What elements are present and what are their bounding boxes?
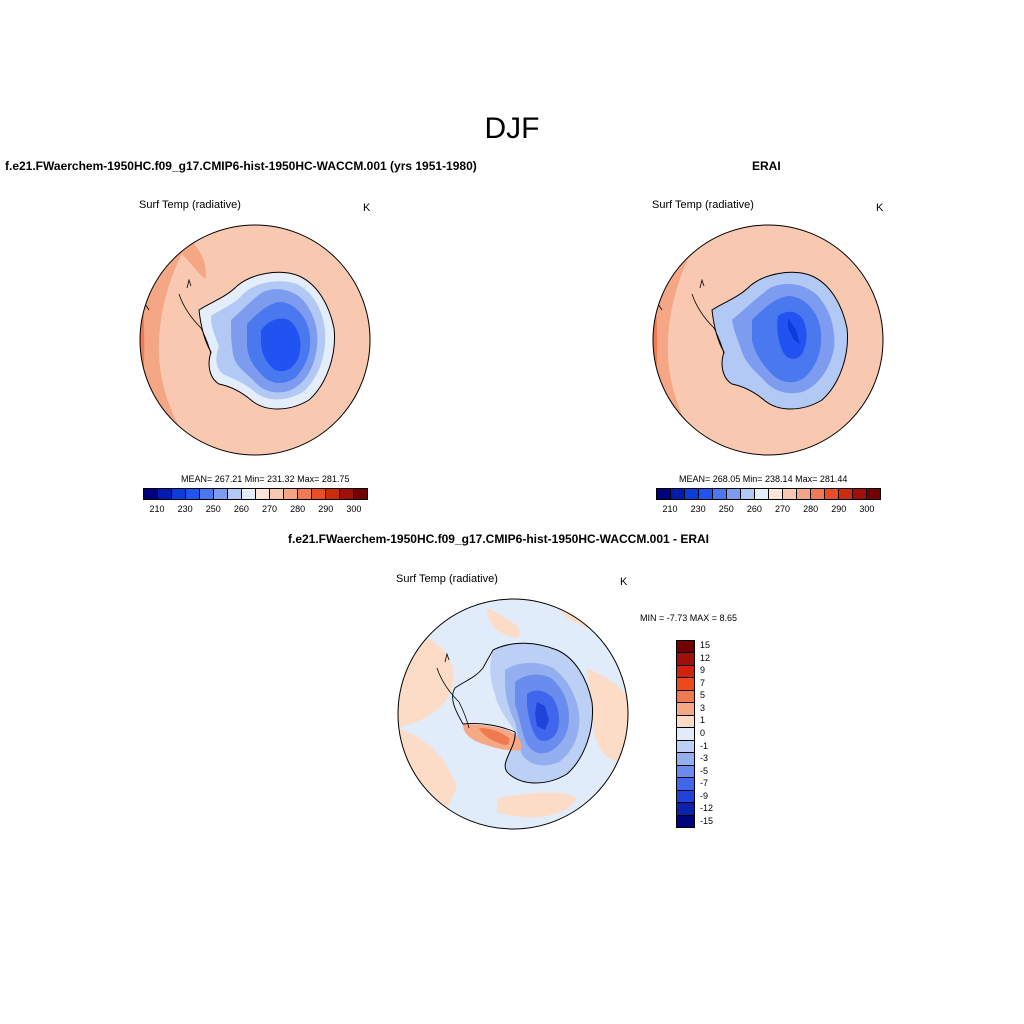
colorbar-tick-label: -7 xyxy=(700,778,709,789)
obs-units-label: K xyxy=(876,202,884,214)
colorbar-tick-label: 260 xyxy=(746,504,762,514)
colorbar-swatch xyxy=(677,690,694,704)
colorbar-tick-label: 250 xyxy=(205,504,221,514)
figure-title: DJF xyxy=(484,112,540,145)
model-colorbar xyxy=(143,488,368,500)
colorbar-tick-label: -9 xyxy=(700,790,709,801)
colorbar-swatch xyxy=(727,489,741,499)
colorbar-swatch xyxy=(755,489,769,499)
obs-variable-label: Surf Temp (radiative) xyxy=(652,199,754,211)
colorbar-tick-label: 15 xyxy=(700,640,711,651)
colorbar-tick-label: 260 xyxy=(233,504,249,514)
colorbar-swatch xyxy=(312,489,326,499)
colorbar-swatch xyxy=(256,489,270,499)
colorbar-swatch xyxy=(769,489,783,499)
colorbar-swatch xyxy=(172,489,186,499)
colorbar-tick-label: 7 xyxy=(700,677,706,688)
colorbar-swatch xyxy=(825,489,839,499)
colorbar-swatch xyxy=(797,489,811,499)
colorbar-swatch xyxy=(200,489,214,499)
colorbar-swatch xyxy=(677,715,694,729)
colorbar-tick-label: -1 xyxy=(700,740,709,751)
colorbar-swatch xyxy=(677,753,694,766)
colorbar-tick-label: -15 xyxy=(700,815,714,826)
colorbar-tick-label: -3 xyxy=(700,753,709,764)
model-polar-map xyxy=(139,224,371,456)
diff-polar-map xyxy=(397,598,629,830)
colorbar-swatch xyxy=(671,489,685,499)
colorbar-tick-label: 280 xyxy=(290,504,306,514)
colorbar-swatch xyxy=(298,489,312,499)
colorbar-tick-label: 230 xyxy=(690,504,706,514)
model-variable-label: Surf Temp (radiative) xyxy=(139,199,241,211)
colorbar-swatch xyxy=(677,790,694,804)
colorbar-tick-label: 210 xyxy=(149,504,165,514)
colorbar-tick-label: 9 xyxy=(700,665,706,676)
colorbar-tick-label: 230 xyxy=(177,504,193,514)
colorbar-tick-label: 290 xyxy=(831,504,847,514)
model-panel-title: f.e21.FWaerchem-1950HC.f09_g17.CMIP6-his… xyxy=(5,159,477,173)
colorbar-tick-label: 210 xyxy=(662,504,678,514)
colorbar-swatch xyxy=(783,489,797,499)
colorbar-tick-label: 270 xyxy=(262,504,278,514)
colorbar-tick-label: -5 xyxy=(700,765,709,776)
colorbar-swatch xyxy=(228,489,242,499)
colorbar-swatch xyxy=(741,489,755,499)
colorbar-swatch xyxy=(677,703,694,716)
colorbar-swatch xyxy=(677,678,694,691)
obs-panel-title: ERAI xyxy=(752,159,781,173)
colorbar-swatch xyxy=(677,728,694,741)
colorbar-swatch xyxy=(677,803,694,816)
colorbar-tick-label: 300 xyxy=(346,504,362,514)
colorbar-tick-label: 3 xyxy=(700,702,706,713)
colorbar-tick-label: 290 xyxy=(318,504,334,514)
obs-polar-map xyxy=(652,224,884,456)
colorbar-swatch xyxy=(242,489,256,499)
colorbar-swatch xyxy=(326,489,340,499)
colorbar-tick-label: 5 xyxy=(700,690,706,701)
colorbar-swatch xyxy=(867,489,880,499)
colorbar-tick-label: 270 xyxy=(775,504,791,514)
diff-panel-title: f.e21.FWaerchem-1950HC.f09_g17.CMIP6-his… xyxy=(288,532,710,546)
obs-stats: MEAN= 268.05 Min= 238.14 Max= 281.44 xyxy=(679,474,848,484)
colorbar-swatch xyxy=(158,489,172,499)
model-stats: MEAN= 267.21 Min= 231.32 Max= 281.75 xyxy=(181,474,350,484)
colorbar-swatch xyxy=(677,641,694,654)
colorbar-swatch xyxy=(677,815,694,828)
colorbar-swatch xyxy=(677,740,694,754)
colorbar-swatch xyxy=(677,653,694,666)
colorbar-swatch xyxy=(214,489,228,499)
colorbar-tick-label: 300 xyxy=(859,504,875,514)
diff-units-label: K xyxy=(620,576,628,588)
colorbar-swatch xyxy=(677,765,694,779)
colorbar-swatch xyxy=(685,489,699,499)
colorbar-swatch xyxy=(144,489,158,499)
model-units-label: K xyxy=(363,202,371,214)
diff-stats: MIN = -7.73 MAX = 8.65 xyxy=(640,613,738,623)
colorbar-swatch xyxy=(811,489,825,499)
colorbar-swatch xyxy=(839,489,853,499)
diff-colorbar xyxy=(676,640,695,828)
colorbar-swatch xyxy=(853,489,867,499)
colorbar-tick-label: 250 xyxy=(718,504,734,514)
colorbar-tick-label: 280 xyxy=(803,504,819,514)
colorbar-swatch xyxy=(354,489,367,499)
colorbar-swatch xyxy=(186,489,200,499)
colorbar-swatch xyxy=(657,489,671,499)
colorbar-swatch xyxy=(699,489,713,499)
colorbar-swatch xyxy=(677,665,694,679)
colorbar-swatch xyxy=(340,489,354,499)
colorbar-tick-label: -12 xyxy=(700,803,714,814)
colorbar-tick-label: 12 xyxy=(700,652,711,663)
colorbar-swatch xyxy=(270,489,284,499)
colorbar-swatch xyxy=(284,489,298,499)
colorbar-swatch xyxy=(677,778,694,791)
obs-colorbar xyxy=(656,488,881,500)
diff-variable-label: Surf Temp (radiative) xyxy=(396,573,498,585)
colorbar-swatch xyxy=(713,489,727,499)
colorbar-tick-label: 0 xyxy=(700,728,706,738)
colorbar-tick-label: 1 xyxy=(700,715,706,726)
